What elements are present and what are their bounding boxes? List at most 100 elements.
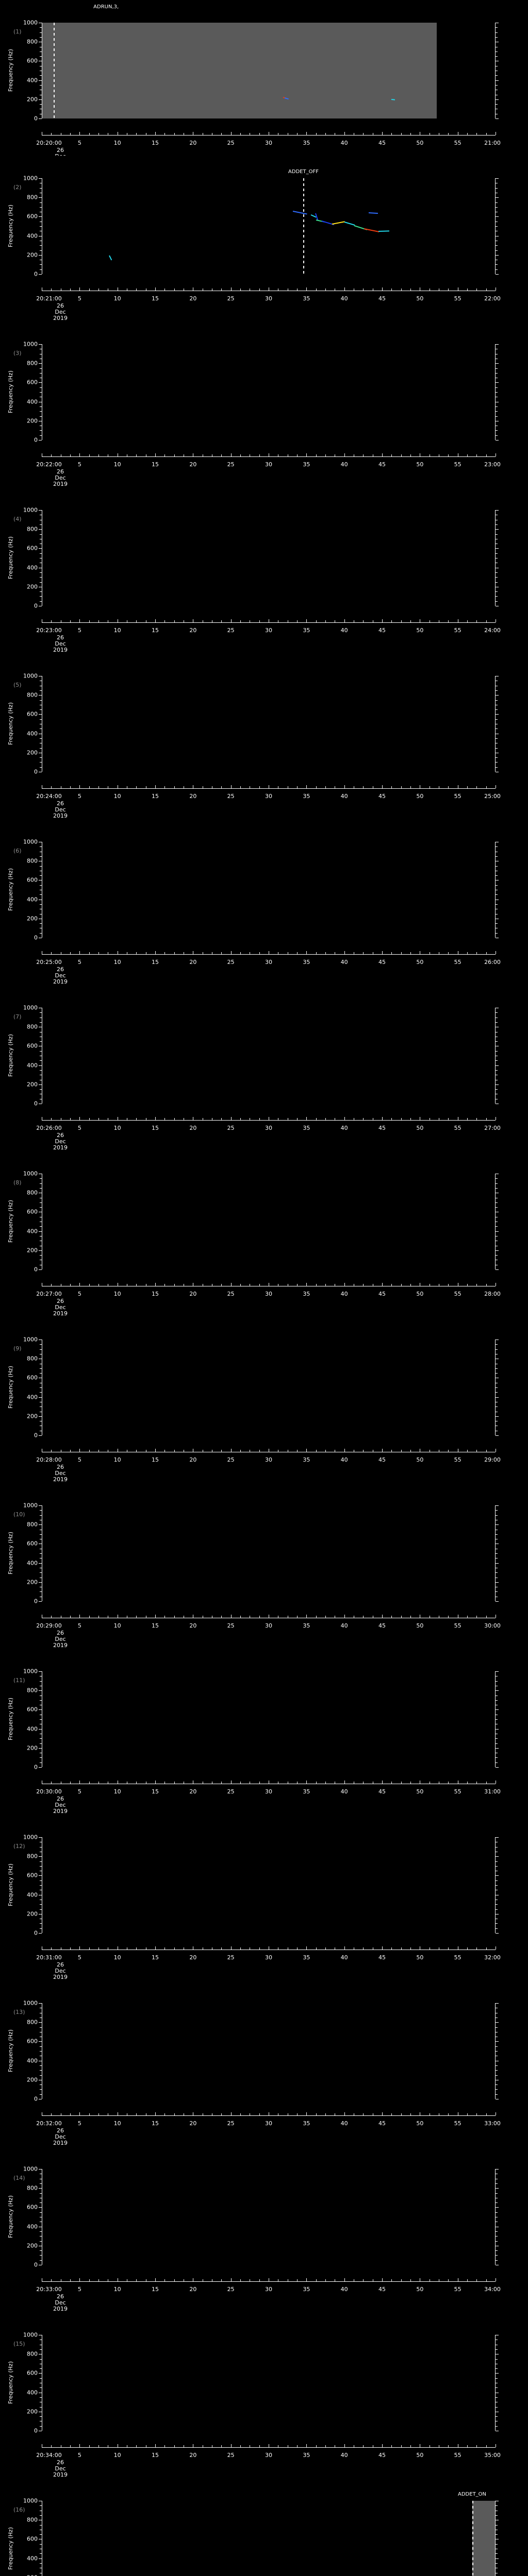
y-tick-minor bbox=[40, 856, 42, 857]
x-tick-minor bbox=[486, 2279, 487, 2281]
panel-number: (7) bbox=[13, 1013, 22, 1020]
x-tick-minor bbox=[89, 2445, 90, 2447]
x-tick-minor bbox=[89, 620, 90, 622]
x-tick-major bbox=[230, 2112, 232, 2115]
date-part: 2019 bbox=[53, 647, 68, 653]
x-tick-minor bbox=[486, 454, 487, 456]
x-tick-minor bbox=[325, 1118, 326, 1120]
y-tick-major bbox=[496, 178, 499, 179]
y-tick-major bbox=[496, 197, 499, 198]
y-tick-major bbox=[496, 1748, 499, 1749]
x-tick-minor bbox=[401, 1947, 402, 1950]
detection-segment bbox=[292, 211, 307, 215]
x-tick-minor bbox=[467, 952, 468, 954]
x-axis-label-start: 20:30:00 bbox=[36, 1788, 62, 1795]
x-tick-minor bbox=[410, 1118, 411, 1120]
y-axis-label: 0 bbox=[34, 270, 38, 278]
x-tick-minor bbox=[410, 620, 411, 622]
y-axis-label: 0 bbox=[34, 2261, 38, 2268]
panel-number: (14) bbox=[13, 2175, 25, 2181]
x-tick-minor bbox=[316, 786, 317, 788]
x-tick-major bbox=[306, 951, 307, 954]
y-tick-major bbox=[39, 1269, 42, 1270]
y-tick-minor bbox=[40, 700, 42, 701]
y-axis-right bbox=[495, 1008, 499, 1104]
x-tick-major bbox=[230, 2444, 232, 2447]
y-tick-minor bbox=[40, 738, 42, 739]
y-tick-minor bbox=[496, 1041, 498, 1042]
x-axis: 20:26:00 5 10 15 20 25 30 35 40 45 50 55 27:00 26 Dec 2… bbox=[36, 1117, 501, 1151]
y-tick-minor bbox=[40, 846, 42, 848]
x-tick-major bbox=[306, 2278, 307, 2281]
x-axis-label: 20 bbox=[189, 627, 197, 634]
y-tick-minor bbox=[496, 1183, 498, 1184]
y-tick-minor bbox=[496, 392, 498, 393]
x-axis-label-end: 29:00 bbox=[484, 1456, 501, 1463]
y-tick-minor bbox=[496, 1050, 498, 1052]
x-axis-label: 40 bbox=[340, 2120, 348, 2127]
y-tick-minor bbox=[40, 1738, 42, 1739]
y-tick-minor bbox=[496, 202, 498, 203]
y-tick-major bbox=[496, 1582, 499, 1583]
date-part: 2019 bbox=[53, 2306, 68, 2312]
x-tick-major bbox=[344, 287, 345, 291]
x-tick-minor bbox=[51, 1284, 52, 1286]
x-tick-minor bbox=[467, 1450, 468, 1452]
spectrogram-panel: 0 200 400 600 800 1000 Frequency (Hz) (15) 20:34… bbox=[0, 2312, 528, 2478]
y-tick-major bbox=[496, 344, 499, 345]
x-axis-label: 15 bbox=[152, 295, 159, 302]
x-axis-label: 45 bbox=[378, 627, 386, 634]
x-axis-label: 10 bbox=[113, 1291, 121, 1297]
x-tick-minor bbox=[98, 2279, 99, 2281]
y-tick-major bbox=[39, 1397, 42, 1398]
x-tick-minor bbox=[89, 786, 90, 788]
x-axis-label: 40 bbox=[340, 2452, 348, 2459]
x-axis-label: 25 bbox=[227, 1456, 235, 1463]
x-tick-minor bbox=[136, 786, 137, 788]
y-tick-minor bbox=[496, 1861, 498, 1862]
y-tick-major bbox=[39, 2003, 42, 2004]
y-tick-minor bbox=[40, 709, 42, 710]
x-axis-label: 15 bbox=[152, 2452, 159, 2459]
x-tick-minor bbox=[240, 133, 241, 135]
spectrogram-panel: 0 200 400 600 800 1000 Frequency (Hz) (10) 20:29… bbox=[0, 1483, 528, 1649]
y-tick-minor bbox=[496, 1762, 498, 1763]
x-axis-label: 30 bbox=[265, 2452, 272, 2459]
y-tick-major bbox=[496, 2169, 499, 2170]
x-axis-label: 45 bbox=[378, 2286, 386, 2293]
x-tick-minor bbox=[410, 1284, 411, 1286]
y-axis-label: 1000 bbox=[23, 1668, 38, 1675]
x-tick-major bbox=[230, 1449, 232, 1452]
y-tick-major bbox=[496, 80, 499, 81]
x-tick-minor bbox=[240, 2279, 241, 2281]
x-tick-minor bbox=[70, 2445, 71, 2447]
plot-area bbox=[42, 2169, 496, 2265]
x-axis-label: 10 bbox=[113, 461, 121, 468]
x-tick-minor bbox=[467, 786, 468, 788]
x-tick-minor bbox=[51, 1782, 52, 1784]
y-tick-minor bbox=[496, 1060, 498, 1061]
x-tick-minor bbox=[98, 454, 99, 456]
x-tick-minor bbox=[164, 1782, 166, 1784]
x-tick-minor bbox=[476, 620, 477, 622]
y-tick-major bbox=[39, 2188, 42, 2189]
y-tick-minor bbox=[496, 2065, 498, 2066]
y-axis-right bbox=[495, 2501, 499, 2576]
y-tick-minor bbox=[496, 264, 498, 265]
x-axis-label: 25 bbox=[227, 140, 235, 146]
date-part: Dec bbox=[55, 1802, 66, 1808]
y-axis-label: 400 bbox=[27, 398, 38, 405]
y-axis-label: 1000 bbox=[23, 1170, 38, 1177]
date-part: 26 bbox=[57, 634, 64, 641]
x-tick-major bbox=[155, 1283, 156, 1286]
x-axis-label: 40 bbox=[340, 461, 348, 468]
x-tick-minor bbox=[401, 133, 402, 135]
y-tick-major bbox=[496, 1065, 499, 1066]
x-axis-label: 5 bbox=[77, 1788, 81, 1795]
y-tick-minor bbox=[40, 1553, 42, 1554]
x-tick-minor bbox=[476, 1782, 477, 1784]
x-tick-minor bbox=[401, 786, 402, 788]
